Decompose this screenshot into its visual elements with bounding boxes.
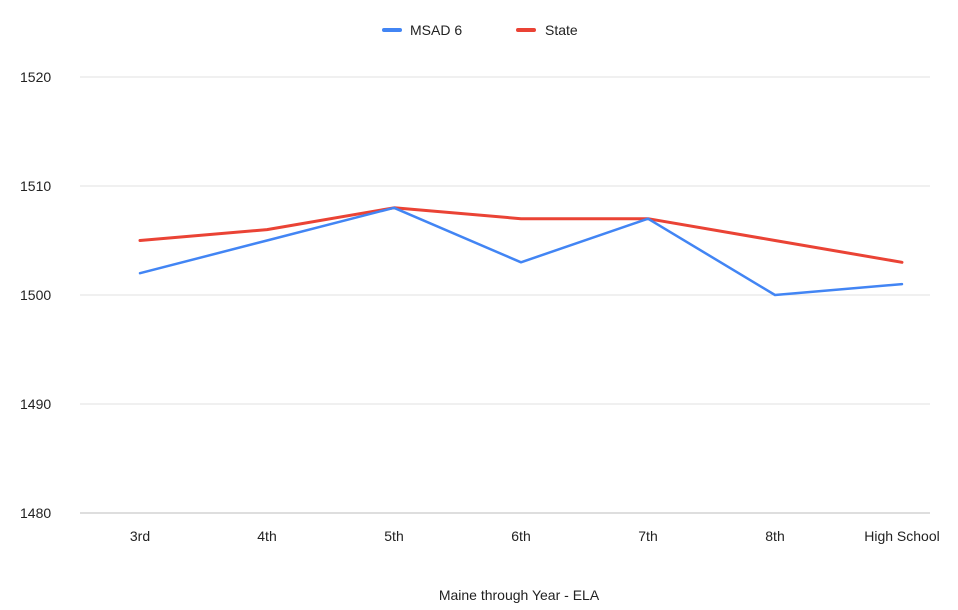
y-tick-label: 1500 (20, 287, 51, 303)
x-axis-tick-labels: 3rd 4th 5th 6th 7th 8th High School (130, 528, 940, 544)
x-tick-label: 4th (257, 528, 276, 544)
x-tick-label: 8th (765, 528, 784, 544)
series-lines (138, 206, 904, 297)
x-tick-label: High School (864, 528, 940, 544)
legend-label-msad6: MSAD 6 (410, 22, 462, 38)
x-tick-label: 5th (384, 528, 403, 544)
y-tick-label: 1480 (20, 505, 51, 521)
series-line-state (138, 206, 904, 264)
y-tick-label: 1490 (20, 396, 51, 412)
y-tick-label: 1520 (20, 69, 51, 85)
x-tick-label: 7th (638, 528, 657, 544)
x-tick-label: 3rd (130, 528, 150, 544)
series-line-msad6 (138, 206, 904, 297)
y-tick-label: 1510 (20, 178, 51, 194)
legend-label-state: State (545, 22, 578, 38)
legend: MSAD 6 State (382, 22, 578, 38)
gridlines (80, 76, 930, 514)
x-axis-title: Maine through Year - ELA (439, 587, 600, 603)
x-tick-label: 6th (511, 528, 530, 544)
y-axis-tick-labels: 1480 1490 1500 1510 1520 (20, 69, 51, 521)
